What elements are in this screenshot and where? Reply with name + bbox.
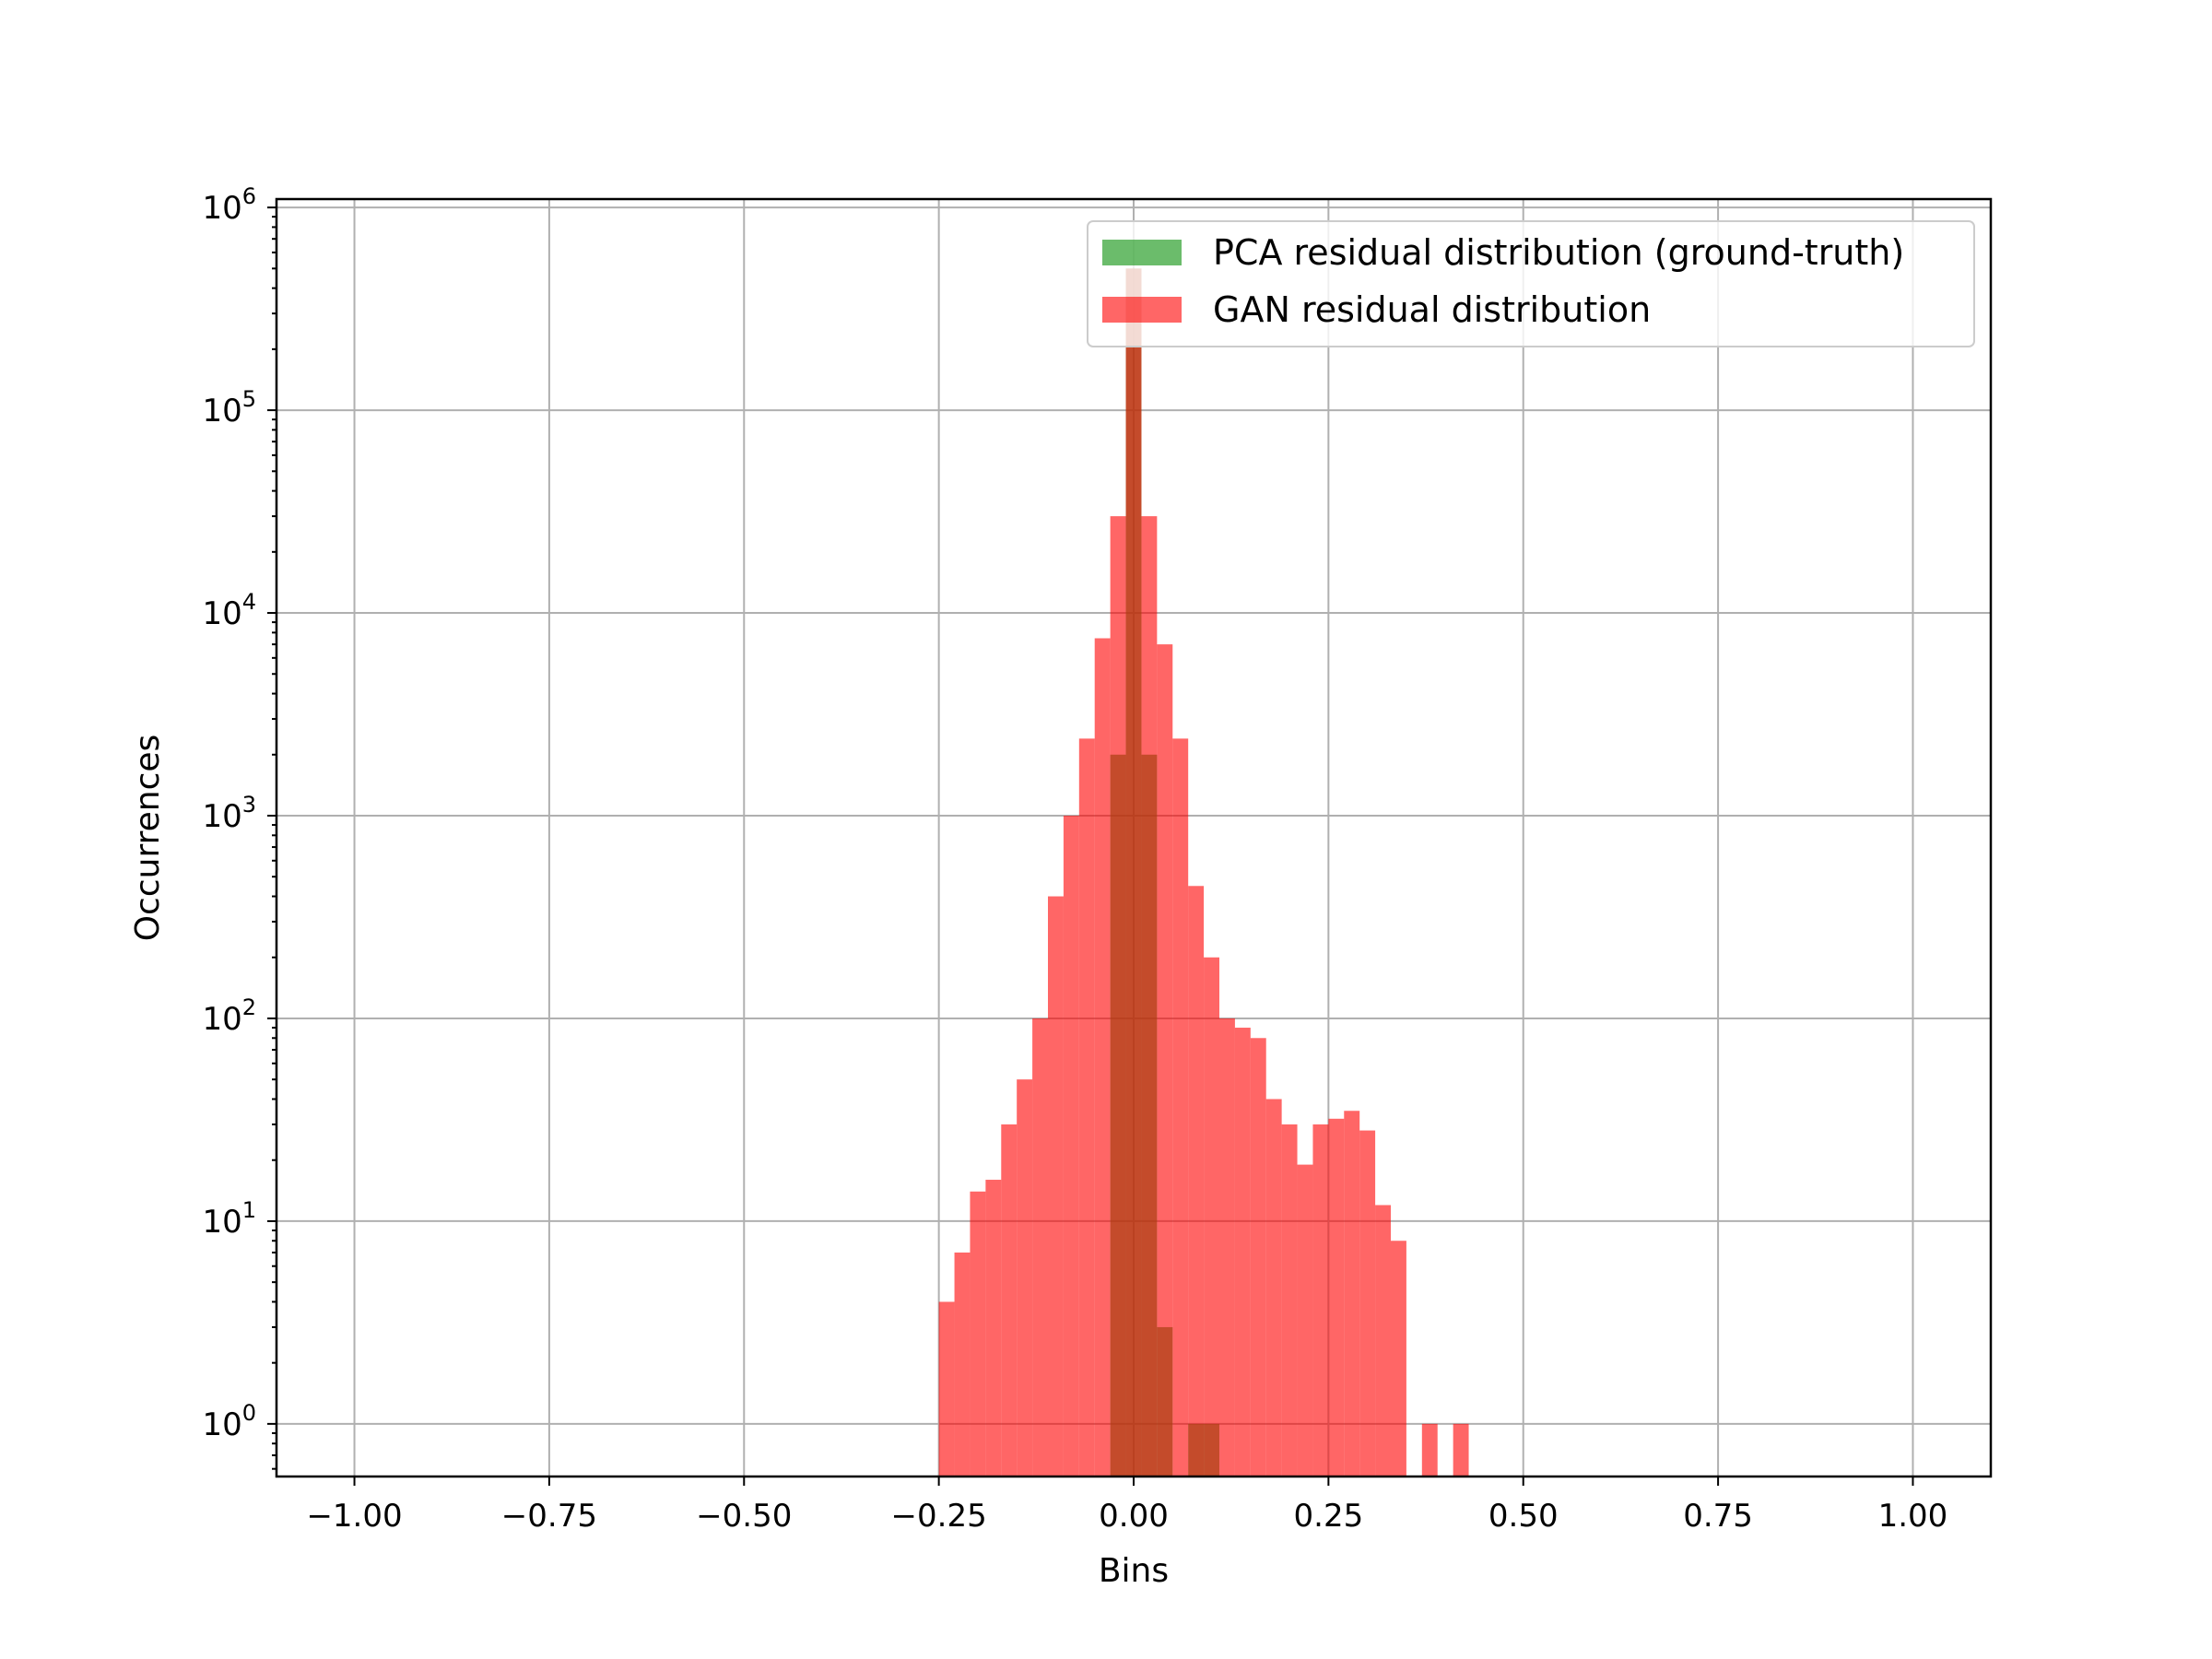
x-tick-label: 0.50: [1488, 1498, 1559, 1535]
histogram-bar: [1312, 1124, 1329, 1477]
histogram-bar: [970, 1191, 986, 1477]
legend-label: PCA residual distribution (ground-truth): [1213, 232, 1904, 273]
histogram-bar: [1281, 1124, 1298, 1477]
histogram-bar: [1250, 1038, 1266, 1477]
histogram-bar: [1344, 1111, 1360, 1477]
histogram-bar: [1141, 516, 1158, 1477]
y-tick-label: 106: [202, 183, 256, 227]
histogram-bar: [1297, 1164, 1313, 1477]
x-tick-label: 0.75: [1683, 1498, 1753, 1535]
histogram-bar: [1234, 1028, 1251, 1477]
histogram-bar: [1048, 896, 1064, 1477]
histogram-bar: [985, 1180, 1002, 1477]
histogram-bar: [1157, 644, 1173, 1477]
x-tick-label: −0.75: [501, 1498, 597, 1535]
histogram-bar: [1001, 1124, 1018, 1477]
histogram-bar: [1188, 886, 1205, 1477]
histogram-bar: [1017, 1079, 1033, 1477]
histogram-bar: [938, 1301, 955, 1477]
legend-label: GAN residual distribution: [1213, 289, 1651, 330]
histogram-bar: [1421, 1423, 1438, 1477]
histogram-bar: [1204, 957, 1219, 1477]
plot-frame: [275, 197, 1993, 1478]
histogram-bar: [954, 1252, 971, 1477]
y-tick-label: 105: [202, 386, 256, 429]
x-axis-title: Bins: [1099, 1552, 1169, 1590]
legend: PCA residual distribution (ground-truth)…: [1087, 220, 1975, 347]
histogram-bar: [1265, 1099, 1282, 1477]
x-tick-label: 0.25: [1294, 1498, 1364, 1535]
histogram-bars: [938, 268, 1469, 1477]
y-tick-label: 101: [202, 1197, 256, 1241]
y-tick-label: 104: [202, 589, 256, 632]
histogram-bar: [1094, 638, 1111, 1477]
histogram-bar: [1063, 815, 1079, 1477]
histogram-bar: [1375, 1205, 1391, 1477]
x-tick-label: 1.00: [1878, 1498, 1948, 1535]
y-tick-label: 103: [202, 792, 256, 835]
legend-box: [1087, 220, 1975, 347]
y-axis-title: Occurrences: [129, 735, 167, 942]
y-tick-label: 102: [202, 994, 256, 1038]
histogram-bar: [1359, 1130, 1376, 1477]
histogram-bar: [1172, 738, 1189, 1477]
histogram-bar: [1328, 1118, 1345, 1477]
histogram-bar: [1078, 738, 1095, 1477]
legend-swatch: [1102, 297, 1182, 323]
y-tick-label: 100: [202, 1400, 256, 1443]
x-tick-label: −1.00: [306, 1498, 402, 1535]
histogram-bar: [1125, 268, 1142, 1477]
histogram-bar: [1453, 1423, 1469, 1477]
x-tick-label: −0.50: [696, 1498, 792, 1535]
axis-ticks: −1.00 −0.75 −0.50 −0.25 0.00 0.25 0.50 0.75 1.00…: [202, 183, 1947, 1535]
x-tick-label: 0.00: [1099, 1498, 1169, 1535]
histogram-bar: [1391, 1241, 1406, 1477]
histogram-bar: [1110, 516, 1126, 1477]
histogram-bar: [1032, 1018, 1048, 1477]
series-1-bars: [938, 268, 1469, 1477]
x-tick-label: −0.25: [891, 1498, 987, 1535]
histogram-bar: [1219, 1018, 1235, 1477]
legend-swatch: [1102, 240, 1182, 265]
